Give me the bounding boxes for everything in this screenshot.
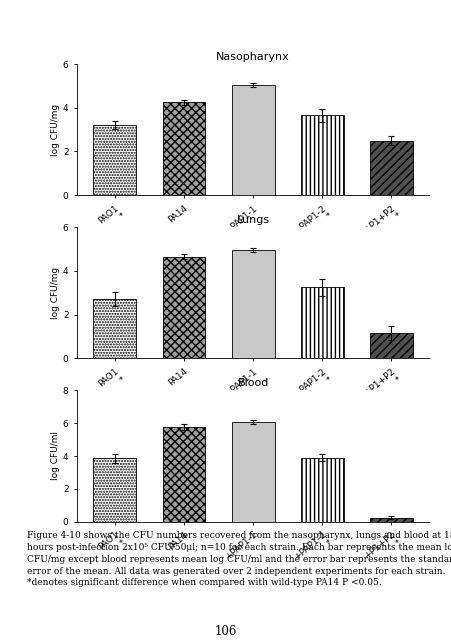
Bar: [300, 115, 343, 195]
Bar: [300, 458, 343, 522]
Y-axis label: log CFU/ml: log CFU/ml: [51, 431, 60, 481]
Bar: [300, 287, 343, 358]
Bar: [231, 250, 274, 358]
Y-axis label: log CFU/mg: log CFU/mg: [51, 104, 60, 156]
Bar: [369, 518, 412, 522]
Bar: [369, 141, 412, 195]
Title: Blood: Blood: [237, 378, 268, 388]
Bar: [162, 257, 205, 358]
Bar: [231, 84, 274, 195]
Bar: [231, 422, 274, 522]
Bar: [369, 333, 412, 358]
Bar: [162, 428, 205, 522]
Bar: [93, 300, 136, 358]
Bar: [162, 102, 205, 195]
Title: Lungs: Lungs: [236, 215, 269, 225]
Text: 106: 106: [214, 625, 237, 638]
Bar: [93, 458, 136, 522]
Y-axis label: log CFU/mg: log CFU/mg: [51, 267, 60, 319]
Title: Nasopharynx: Nasopharynx: [216, 52, 290, 62]
Text: Figure 4-10 shows the CFU numbers recovered from the nasopharynx, lungs and bloo: Figure 4-10 shows the CFU numbers recove…: [27, 531, 451, 588]
Bar: [93, 125, 136, 195]
